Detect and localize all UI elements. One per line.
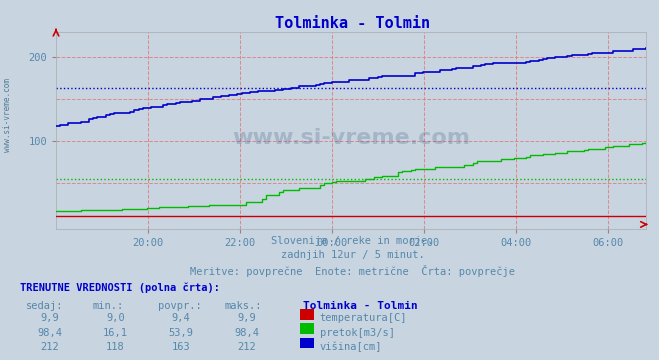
Text: 118: 118 [106,342,125,352]
Text: 98,4: 98,4 [37,328,62,338]
Text: 212: 212 [40,342,59,352]
Text: www.si-vreme.com: www.si-vreme.com [232,129,470,148]
Text: 53,9: 53,9 [169,328,194,338]
Text: 163: 163 [172,342,190,352]
Text: višina[cm]: višina[cm] [320,342,382,352]
Text: 16,1: 16,1 [103,328,128,338]
Text: 9,4: 9,4 [172,313,190,323]
Text: www.si-vreme.com: www.si-vreme.com [3,78,13,152]
Text: TRENUTNE VREDNOSTI (polna črta):: TRENUTNE VREDNOSTI (polna črta): [20,283,219,293]
Text: maks.:: maks.: [224,301,262,311]
Text: povpr.:: povpr.: [158,301,202,311]
Text: 9,0: 9,0 [106,313,125,323]
Text: temperatura[C]: temperatura[C] [320,313,407,323]
Text: min.:: min.: [92,301,123,311]
Text: sedaj:: sedaj: [26,301,64,311]
Text: 9,9: 9,9 [40,313,59,323]
Text: Tolminka - Tolmin: Tolminka - Tolmin [303,301,418,311]
Text: pretok[m3/s]: pretok[m3/s] [320,328,395,338]
Text: 9,9: 9,9 [238,313,256,323]
Text: 212: 212 [238,342,256,352]
Text: 98,4: 98,4 [235,328,260,338]
Text: Meritve: povprečne  Enote: metrične  Črta: povprečje: Meritve: povprečne Enote: metrične Črta:… [190,265,515,276]
Text: zadnjih 12ur / 5 minut.: zadnjih 12ur / 5 minut. [281,250,424,260]
Text: Slovenija / reke in morje.: Slovenija / reke in morje. [272,236,434,246]
Text: Tolminka - Tolmin: Tolminka - Tolmin [275,16,430,31]
